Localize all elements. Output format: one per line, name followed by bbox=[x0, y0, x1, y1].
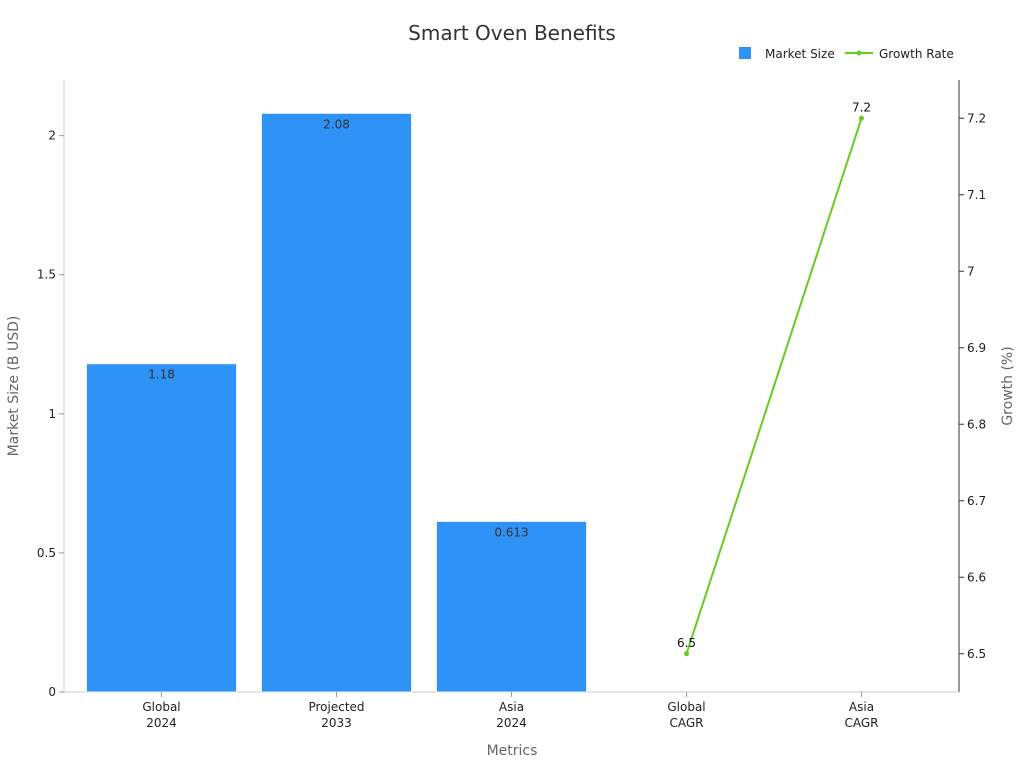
x-tick-label: 2033 bbox=[321, 716, 352, 730]
right-y-tick-label: 6.7 bbox=[967, 494, 986, 508]
x-tick-label: 2024 bbox=[146, 716, 177, 730]
bar-data-label: 1.18 bbox=[148, 368, 175, 382]
left-y-ticks: 0 0.5 1 1.5 2 bbox=[37, 129, 64, 699]
legend-marker-growth-rate-dot bbox=[856, 50, 862, 56]
x-tick-label: Asia bbox=[849, 700, 874, 714]
left-y-tick-label: 0.5 bbox=[37, 546, 56, 560]
growth-rate-point bbox=[684, 651, 689, 657]
bar-market-size bbox=[86, 363, 237, 693]
growth-rate-line bbox=[685, 117, 863, 655]
bar-data-label: 2.08 bbox=[323, 117, 350, 131]
left-y-tick-label: 0 bbox=[48, 685, 56, 699]
left-y-tick-label: 2 bbox=[48, 129, 56, 143]
x-tick-label: CAGR bbox=[844, 716, 878, 730]
growth-rate-point bbox=[859, 115, 864, 121]
right-y-tick-label: 6.9 bbox=[967, 341, 986, 355]
x-axis-title: Metrics bbox=[487, 743, 538, 759]
bar-series: 1.18 2.08 0.613 bbox=[86, 112, 587, 693]
right-y-tick-label: 6.5 bbox=[967, 647, 986, 661]
x-tick-label: Global bbox=[667, 700, 705, 714]
legend-label-growth-rate: Growth Rate bbox=[879, 47, 954, 61]
x-tick-label: Asia bbox=[499, 700, 524, 714]
bar-data-label: 0.613 bbox=[494, 525, 528, 539]
legend-marker-market-size bbox=[739, 47, 751, 59]
growth-line-series: 6.5 7.2 bbox=[677, 100, 871, 657]
right-y-tick-label: 7 bbox=[967, 264, 975, 278]
bar-market-size bbox=[261, 112, 412, 693]
x-tick-label: CAGR bbox=[669, 716, 703, 730]
right-y-axis-title: Growth (%) bbox=[1000, 346, 1016, 425]
right-y-tick-label: 7.1 bbox=[967, 188, 986, 202]
x-tick-label: Global bbox=[142, 700, 180, 714]
right-y-tick-label: 6.6 bbox=[967, 570, 986, 584]
x-ticks: Global 2024 Projected 2033 Asia 2024 Global CAG… bbox=[142, 692, 879, 730]
x-tick-label: Projected bbox=[308, 700, 364, 714]
left-y-tick-label: 1 bbox=[48, 407, 56, 421]
legend: Market Size Growth Rate bbox=[739, 47, 954, 61]
bar-market-size bbox=[436, 520, 587, 693]
left-y-axis-title: Market Size (B USD) bbox=[6, 316, 22, 457]
growth-rate-data-label: 6.5 bbox=[677, 636, 696, 650]
x-tick-label: 2024 bbox=[496, 716, 527, 730]
legend-label-market-size: Market Size bbox=[765, 47, 835, 61]
right-y-tick-label: 6.8 bbox=[967, 417, 986, 431]
growth-rate-data-label: 7.2 bbox=[852, 100, 871, 114]
right-y-tick-label: 7.2 bbox=[967, 111, 986, 125]
chart-title: Smart Oven Benefits bbox=[408, 21, 616, 45]
left-y-tick-label: 1.5 bbox=[37, 268, 56, 282]
right-y-ticks: 6.5 6.6 6.7 6.8 6.9 7 7.1 7.2 bbox=[959, 111, 986, 661]
